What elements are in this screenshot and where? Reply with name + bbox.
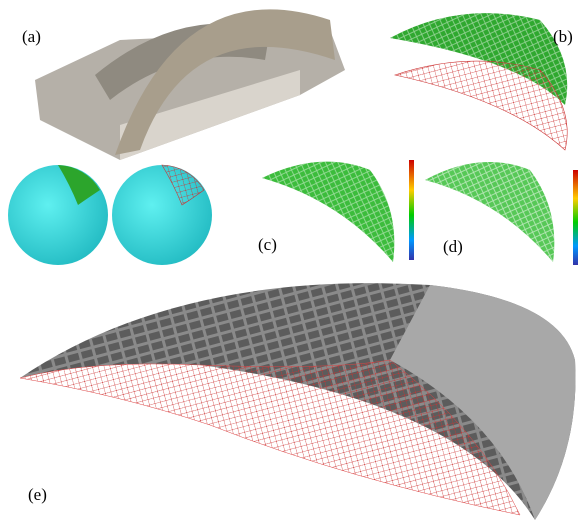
building-floor [120, 70, 300, 160]
panel-label: (d) [443, 237, 463, 256]
red-lattice [393, 60, 568, 151]
analysis-shell-grid [262, 161, 395, 262]
panel-label: (c) [258, 235, 277, 254]
panel-label: (e) [28, 485, 47, 504]
colorbar [409, 160, 414, 260]
sphere-lattice [161, 164, 205, 206]
panel-label: (b) [553, 27, 573, 46]
colorbar [573, 170, 578, 265]
dome-lattice [19, 359, 521, 516]
panel-label: (a) [22, 27, 41, 46]
sphere-cap [58, 165, 100, 205]
building-arch [115, 9, 335, 155]
dome-side [390, 285, 576, 520]
building-scan [35, 9, 345, 160]
sphere [112, 165, 212, 265]
analysis-shell-grid [425, 162, 555, 262]
green-shell-grid [390, 13, 568, 106]
sphere [8, 165, 108, 265]
